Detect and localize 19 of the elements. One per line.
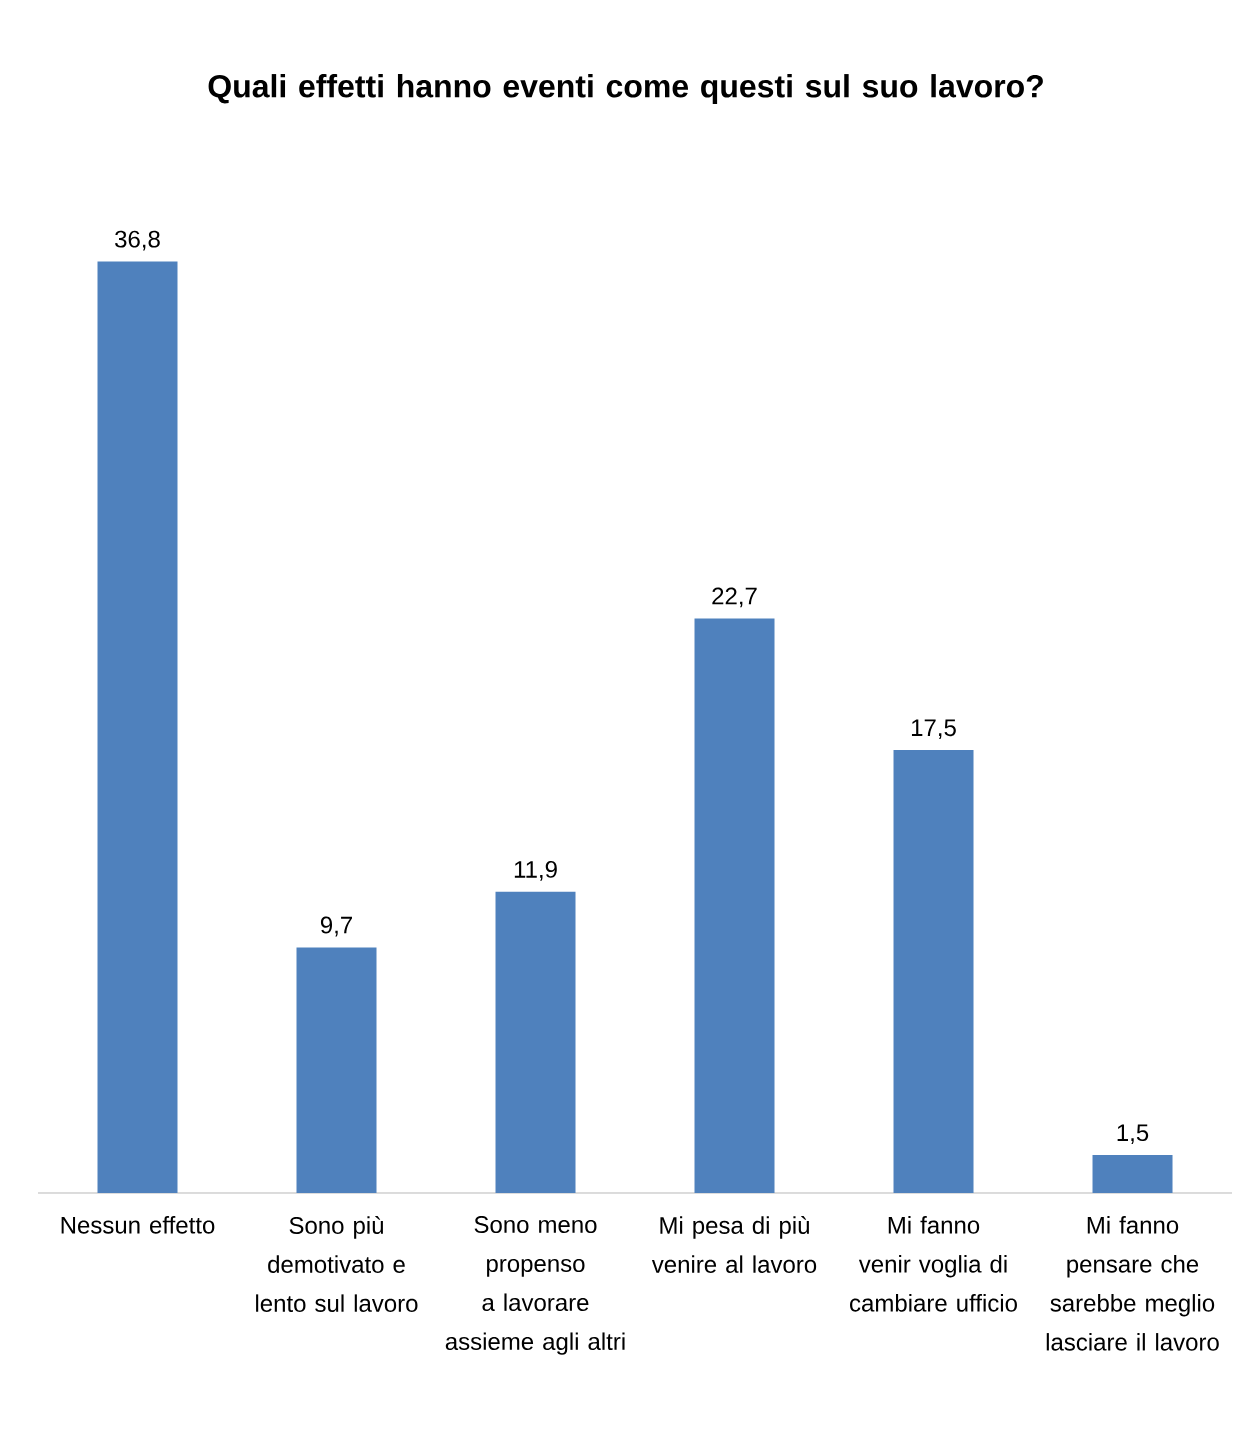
data-label: 17,5 (911, 719, 956, 739)
x-tick-label: Sono meno propenso a lavorare assieme agli altri (445, 1216, 625, 1355)
x-tick-label: Mi fanno venir voglia di cambiare ufficio (850, 1216, 1017, 1312)
bar (495, 891, 576, 1193)
x-tick-label: Mi pesa di più venire al lavoro (651, 1216, 817, 1273)
x-tick-label: Sono più demotivato e lento sul lavoro (256, 1216, 418, 1312)
chart-title: Quali effetti hanno eventi come questi sul suo lavoro? (208, 74, 1043, 104)
x-tick-label: Mi fanno pensare che sarebbe meglio lasciare il lavoro (1046, 1216, 1219, 1351)
data-label: 36,8 (115, 230, 160, 251)
bar (296, 947, 377, 1193)
x-tick-label: Nessun effetto (61, 1216, 215, 1234)
bar (97, 261, 178, 1193)
data-label: 22,7 (712, 587, 757, 608)
bar (893, 750, 974, 1193)
data-label: 1,5 (1117, 1124, 1149, 1144)
data-label: 11,9 (514, 860, 557, 881)
data-label: 9,7 (320, 916, 352, 937)
bar (1092, 1155, 1173, 1193)
bar (694, 618, 775, 1193)
